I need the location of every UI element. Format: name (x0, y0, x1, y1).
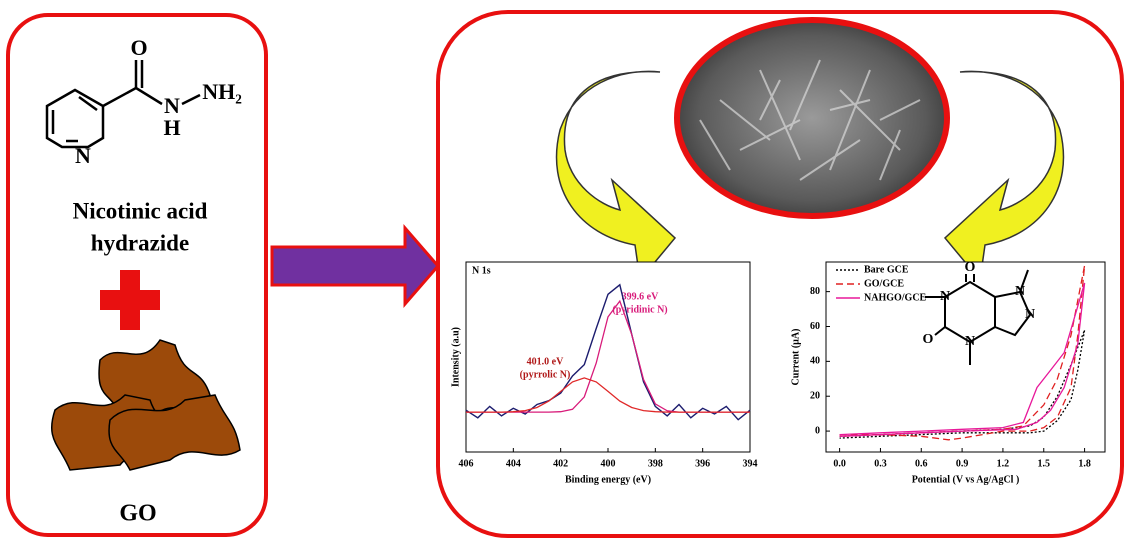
x-tick-label: 398 (648, 458, 663, 469)
plus-sign (100, 270, 160, 330)
x-tick-label: 0.3 (874, 458, 887, 469)
x-tick-label: 400 (601, 458, 616, 469)
x-axis-label: Potential (V vs Ag/AgCl ) (912, 474, 1020, 485)
atom-label: N (940, 289, 950, 304)
x-tick-label: 0.6 (915, 458, 928, 469)
go-label: GO (119, 501, 156, 527)
x-tick-label: 1.8 (1078, 458, 1091, 469)
compound-name: hydrazide (91, 230, 189, 255)
annotation: 401.0 eV (527, 356, 564, 367)
atom-label: O (965, 260, 976, 275)
x-tick-label: 396 (695, 458, 710, 469)
data-line (466, 377, 750, 413)
y-tick-label: 0 (815, 425, 820, 436)
x-tick-label: 404 (506, 458, 521, 469)
x-tick-label: 0.0 (833, 458, 846, 469)
atom-label: H (163, 115, 180, 140)
atom-label: N (1025, 307, 1035, 322)
compound-name: Nicotinic acid (73, 198, 208, 223)
y-axis-label: Intensity (a.u) (450, 327, 461, 387)
xps-frame (465, 261, 751, 453)
y-tick-label: 20 (810, 391, 820, 402)
data-line (839, 282, 1086, 437)
atom-label: O (923, 332, 934, 347)
sem-texture (699, 59, 921, 181)
x-tick-label: 402 (553, 458, 568, 469)
cv-frame (825, 261, 1106, 453)
x-tick-label: 1.2 (997, 458, 1010, 469)
atom-label: N (1015, 284, 1025, 299)
annotation: (pyridinic N) (612, 304, 667, 315)
data-line (465, 283, 751, 421)
go-sheets (50, 339, 241, 471)
y-axis-label: Current (µA) (790, 329, 801, 386)
atom-label: NH₂ (202, 79, 242, 104)
atom-label: N (75, 143, 91, 168)
atom-label: O (130, 35, 147, 60)
legend-label: GO/GCE (864, 278, 904, 289)
chart-title: N 1s (472, 265, 491, 276)
y-tick-label: 60 (810, 321, 820, 332)
y-tick-label: 40 (810, 356, 820, 367)
annotation: (pyrrolic N) (520, 369, 571, 380)
x-axis-label: Binding energy (eV) (565, 474, 651, 485)
x-tick-label: 406 (459, 458, 474, 469)
legend-label: NAHGO/GCE (864, 292, 927, 303)
nicotinic-structure (45, 60, 201, 149)
legend-label: Bare GCE (864, 264, 909, 275)
annotation: 399.6 eV (622, 291, 659, 302)
caffeine-structure (925, 269, 1032, 365)
sem-image (674, 17, 950, 219)
atom-label: N (164, 93, 180, 118)
x-tick-label: 394 (743, 458, 758, 469)
x-tick-label: 0.9 (956, 458, 969, 469)
process-arrow (270, 223, 440, 309)
atom-label: N (965, 334, 975, 349)
y-tick-label: 80 (810, 286, 820, 297)
x-tick-label: 1.5 (1038, 458, 1051, 469)
